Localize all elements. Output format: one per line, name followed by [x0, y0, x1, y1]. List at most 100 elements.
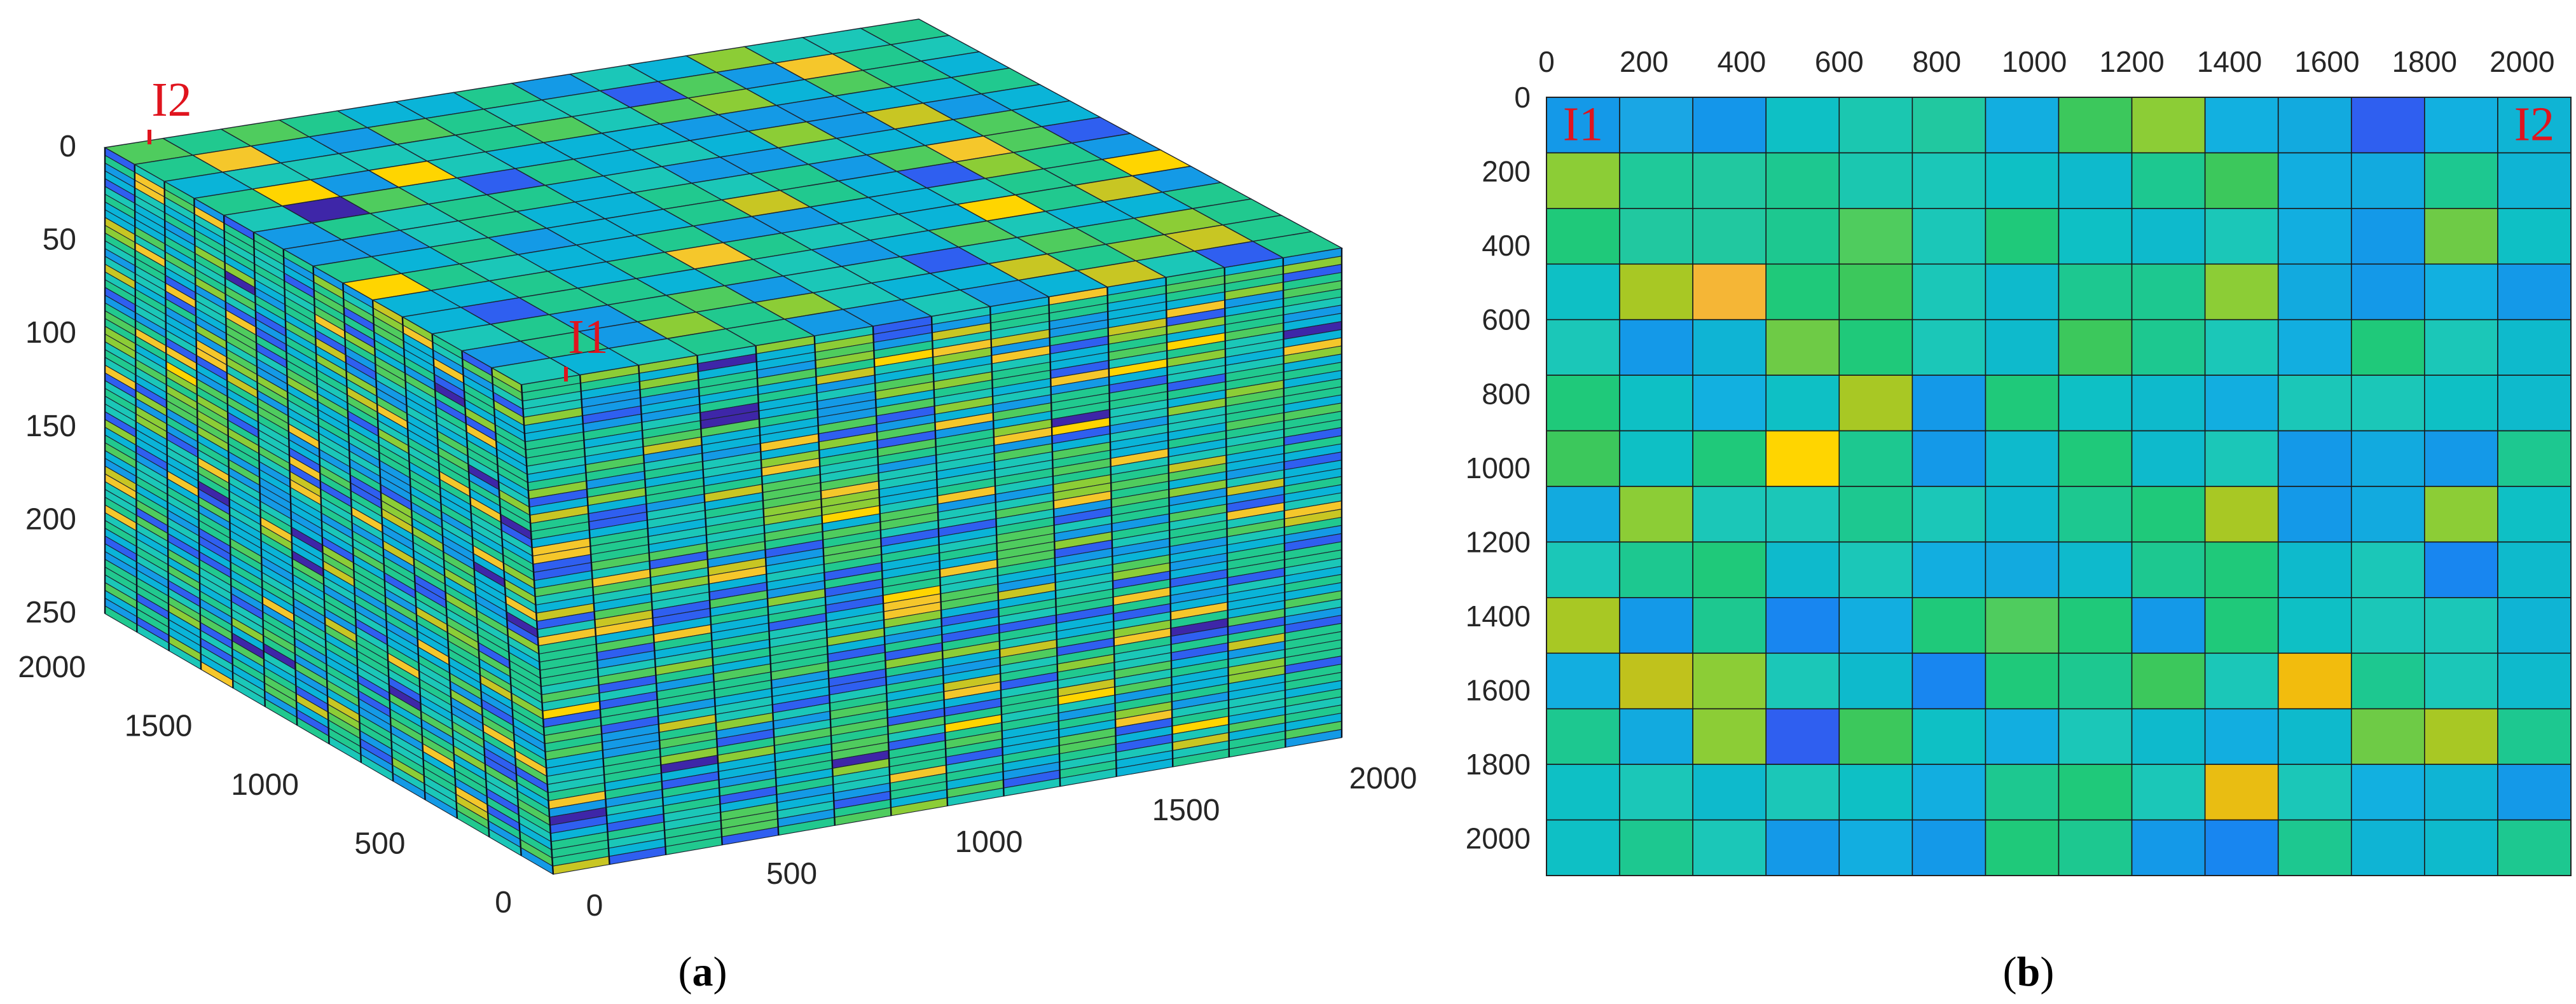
heatmap-cell: [2058, 152, 2133, 209]
heatmap-cell: [1838, 541, 1913, 598]
heatmap-cell: [1546, 541, 1620, 598]
heatmap-cell: [2424, 375, 2498, 432]
heatmap-cell: [1985, 375, 2060, 432]
heatmap-cell: [2497, 208, 2572, 265]
heatmap-cell: [2131, 375, 2206, 432]
heatmap-cell: [1619, 764, 1693, 821]
heatmap-cell: [2424, 430, 2498, 487]
heatmap-cell: [1765, 152, 1840, 209]
plan-x-tick-label: 800: [1912, 45, 1961, 78]
heatmap-cell: [2497, 597, 2572, 654]
heatmap-cell: [2204, 597, 2279, 654]
heatmap-cell: [1619, 263, 1693, 320]
block-top-face: [103, 18, 1344, 385]
heatmap-cell: [2350, 97, 2425, 154]
plan-x-tick-label: 200: [1620, 45, 1669, 78]
heatmap-cell: [2277, 97, 2352, 154]
heatmap-cell: [1765, 430, 1840, 487]
heatmap-cell: [1692, 97, 1767, 154]
column-divider: [431, 334, 458, 819]
heatmap-cell: [2350, 819, 2425, 876]
column-divider: [461, 350, 490, 837]
heatmap-cell: [1985, 208, 2060, 265]
heatmap-cell: [1985, 708, 2060, 765]
heatmap-cell: [1619, 319, 1693, 376]
x-tick-label: 0: [586, 889, 603, 923]
column-divider: [401, 317, 426, 800]
column-divider: [696, 355, 723, 845]
heatmap-cell: [1619, 208, 1693, 265]
plan-y-tick-label: 1400: [1466, 600, 1531, 633]
heatmap-cell: [2277, 208, 2352, 265]
column-divider: [1223, 267, 1230, 757]
heatmap-cell: [1985, 152, 2060, 209]
heatmap-cell: [2350, 541, 2425, 598]
heatmap-cell: [2204, 263, 2279, 320]
plan-y-tick-label: 1600: [1466, 674, 1531, 707]
heatmap-cell: [1692, 375, 1767, 432]
heatmap-cell: [1985, 652, 2060, 710]
heatmap-cell: [1838, 486, 1913, 543]
plan-x-tick-label: 2000: [2490, 45, 2554, 78]
heatmap-cell: [2058, 375, 2133, 432]
y-tick-label: 0: [495, 886, 512, 919]
y-tick-label: 2000: [18, 650, 86, 684]
heatmap-cell: [2204, 652, 2279, 710]
heatmap-cell: [2424, 486, 2498, 543]
heatmap-cell: [1619, 486, 1693, 543]
heatmap-cell: [1911, 652, 1987, 710]
heatmap-cell: [2497, 430, 2572, 487]
heatmap-cell: [2058, 597, 2133, 654]
column-divider: [1282, 258, 1286, 748]
z-tick-label: 50: [43, 223, 76, 257]
heatmap-cell: [2277, 152, 2352, 209]
heatmap-cell: [2204, 541, 2279, 598]
z-tick-label: 250: [25, 596, 76, 629]
heatmap-cell: [1692, 764, 1767, 821]
plan-x-tick-label: 1200: [2099, 45, 2164, 78]
column-divider: [989, 306, 1005, 797]
block-right-face: [520, 247, 1343, 875]
plan-y-tick-label: 200: [1482, 155, 1531, 188]
x-tick-label: 1000: [955, 825, 1023, 859]
heatmap-cell: [1765, 319, 1840, 376]
heatmap-cell: [2277, 652, 2352, 710]
plan-y-tick-label: 800: [1482, 377, 1531, 410]
plan-x-tick-label: 1400: [2197, 45, 2262, 78]
heatmap-cell: [2350, 708, 2425, 765]
heatmap-cell: [2131, 708, 2206, 765]
heatmap-cell: [1765, 486, 1840, 543]
heatmap-cell: [2424, 541, 2498, 598]
heatmap-cell: [1765, 819, 1840, 876]
heatmap-cell: [2350, 375, 2425, 432]
caption-b: (b): [2003, 949, 2055, 995]
heatmap-cell: [1546, 430, 1620, 487]
heatmap-cell: [1838, 263, 1913, 320]
heatmap-cell: [1765, 97, 1840, 154]
heatmap-cell: [1692, 319, 1767, 376]
heatmap-cell: [2204, 319, 2279, 376]
heatmap-cell: [1546, 152, 1620, 209]
heatmap-cell: [1911, 152, 1987, 209]
heatmap-cell: [2424, 652, 2498, 710]
x-tick-label: 1500: [1152, 794, 1220, 827]
heatmap-cell: [2424, 263, 2498, 320]
heatmap-cell: [2350, 764, 2425, 821]
heatmap-cell: [2058, 319, 2133, 376]
heatmap-cell: [1838, 152, 1913, 209]
heatmap-cell: [2131, 652, 2206, 710]
heatmap-cell: [2131, 97, 2206, 154]
heatmap-cell: [1911, 541, 1987, 598]
heatmap-cell: [2131, 152, 2206, 209]
plan-well-label: I2: [2514, 98, 2554, 151]
heatmap-cell: [1546, 597, 1620, 654]
x-axis-ticks: 0 500 1000 1500 2000: [586, 762, 1417, 923]
heatmap-cell: [1838, 597, 1913, 654]
column-divider: [193, 198, 202, 670]
heatmap-cell: [2277, 375, 2352, 432]
heatmap-cell: [2058, 486, 2133, 543]
heatmap-cell: [2277, 263, 2352, 320]
heatmap-cell: [2058, 708, 2133, 765]
heatmap-cell: [2058, 263, 2133, 320]
heatmap-cell: [2058, 819, 2133, 876]
